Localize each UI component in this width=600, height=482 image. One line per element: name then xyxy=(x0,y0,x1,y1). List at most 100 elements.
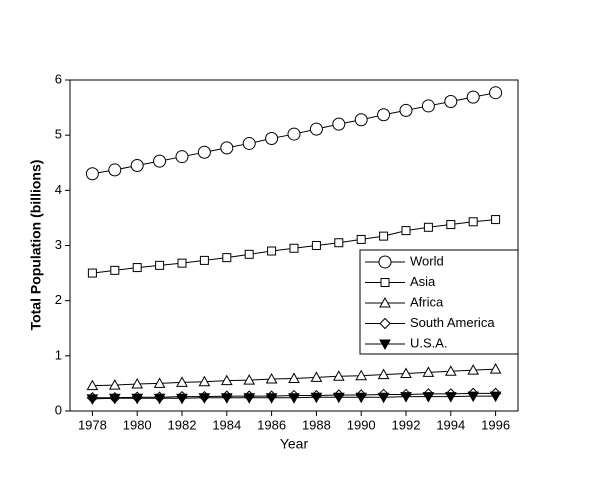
y-tick-label: 4 xyxy=(55,182,62,197)
marker xyxy=(108,393,121,405)
marker xyxy=(86,379,99,391)
x-axis-label: Year xyxy=(280,436,309,452)
y-tick-label: 5 xyxy=(55,127,62,142)
legend-label: South America xyxy=(410,315,495,330)
marker xyxy=(379,317,391,330)
marker xyxy=(379,339,391,351)
marker xyxy=(220,374,233,386)
marker xyxy=(468,217,478,227)
marker xyxy=(489,363,502,374)
legend-label: U.S.A. xyxy=(410,335,448,350)
marker xyxy=(491,215,501,225)
marker xyxy=(355,392,368,404)
x-tick-label: 1992 xyxy=(392,417,421,432)
marker xyxy=(243,374,256,385)
legend-label: World xyxy=(410,253,444,268)
marker xyxy=(400,367,412,378)
marker xyxy=(198,393,211,404)
marker xyxy=(377,392,390,404)
marker xyxy=(222,253,232,263)
marker xyxy=(153,154,167,168)
marker xyxy=(131,393,144,405)
marker xyxy=(423,222,433,232)
x-tick-label: 1996 xyxy=(481,417,510,432)
marker xyxy=(422,392,435,403)
marker xyxy=(489,86,503,100)
marker xyxy=(310,371,323,382)
x-tick-label: 1980 xyxy=(123,417,152,432)
marker xyxy=(378,255,392,269)
marker xyxy=(467,391,480,403)
marker xyxy=(288,372,300,383)
marker xyxy=(176,393,188,405)
marker xyxy=(155,260,165,270)
legend-label: Asia xyxy=(410,274,436,289)
x-tick-label: 1986 xyxy=(257,417,286,432)
y-axis-label: Total Population (billions) xyxy=(28,160,44,331)
marker xyxy=(243,393,256,404)
marker xyxy=(220,393,233,404)
marker xyxy=(244,249,254,259)
marker xyxy=(380,278,390,287)
marker xyxy=(444,365,457,376)
marker xyxy=(289,243,299,253)
marker xyxy=(130,159,144,173)
marker xyxy=(132,263,142,273)
marker xyxy=(176,376,188,387)
x-tick-label: 1994 xyxy=(436,417,465,432)
marker xyxy=(242,136,256,150)
marker xyxy=(265,131,279,145)
y-tick-label: 1 xyxy=(55,347,62,362)
marker xyxy=(288,393,300,404)
marker xyxy=(489,391,502,403)
y-tick-label: 0 xyxy=(55,402,62,417)
y-tick-label: 6 xyxy=(55,71,62,86)
marker xyxy=(108,163,122,177)
marker xyxy=(110,265,120,275)
marker xyxy=(220,141,234,155)
marker xyxy=(446,220,456,230)
marker xyxy=(356,234,366,244)
marker xyxy=(377,368,390,380)
marker xyxy=(399,103,413,117)
marker xyxy=(311,241,321,250)
x-tick-label: 1984 xyxy=(212,417,241,432)
marker xyxy=(467,364,480,375)
y-tick-label: 3 xyxy=(55,237,62,252)
marker xyxy=(198,375,211,387)
marker xyxy=(86,394,99,405)
marker xyxy=(421,99,435,113)
marker xyxy=(177,258,187,268)
marker xyxy=(400,392,412,403)
marker xyxy=(309,122,323,136)
marker xyxy=(401,226,411,236)
marker xyxy=(379,231,389,241)
marker xyxy=(265,393,278,404)
marker xyxy=(131,377,144,389)
marker xyxy=(355,369,368,381)
marker xyxy=(332,117,346,131)
y-tick-label: 2 xyxy=(55,292,62,307)
marker xyxy=(287,127,301,141)
marker xyxy=(377,108,391,122)
marker xyxy=(175,150,189,164)
marker xyxy=(466,90,480,104)
marker xyxy=(85,167,99,181)
marker xyxy=(87,268,97,278)
marker xyxy=(153,393,166,405)
marker xyxy=(444,95,458,109)
legend-label: Africa xyxy=(410,294,444,309)
marker xyxy=(267,246,277,256)
marker xyxy=(332,370,345,381)
marker xyxy=(197,145,211,159)
marker xyxy=(265,372,278,384)
marker xyxy=(354,113,368,127)
x-tick-label: 1988 xyxy=(302,417,331,432)
marker xyxy=(153,377,166,388)
x-tick-label: 1990 xyxy=(347,417,376,432)
marker xyxy=(422,366,435,377)
marker xyxy=(444,392,457,403)
marker xyxy=(332,392,345,404)
marker xyxy=(199,255,209,265)
